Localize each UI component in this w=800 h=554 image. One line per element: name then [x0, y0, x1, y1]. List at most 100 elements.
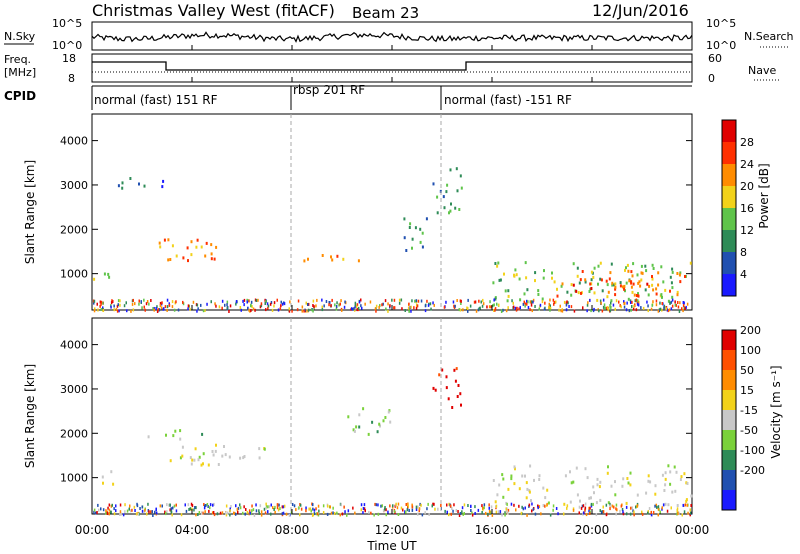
freq-label: Freq.: [4, 53, 31, 66]
heatmap-cell: [456, 299, 458, 302]
heatmap-cell: [415, 505, 418, 509]
heatmap-cell: [400, 298, 403, 302]
heatmap-cell: [93, 510, 95, 514]
heatmap-cell: [235, 300, 238, 303]
heatmap-cell: [138, 512, 140, 516]
heatmap-cell: [582, 306, 584, 310]
heatmap-cell: [206, 302, 208, 306]
heatmap-cell: [662, 503, 665, 507]
heatmap-cell: [385, 513, 387, 517]
heatmap-cell: [408, 226, 411, 229]
heatmap-cell: [276, 503, 279, 507]
heatmap-cell: [189, 307, 191, 311]
power-colorbar-frame: [721, 119, 737, 297]
heatmap-cell: [685, 305, 687, 309]
heatmap-cell: [627, 481, 630, 485]
velocity-colorbar-swatch: [722, 390, 736, 410]
heatmap-cell: [246, 298, 248, 302]
heatmap-cell: [147, 502, 149, 506]
heatmap-cell: [570, 481, 573, 485]
heatmap-cell: [354, 303, 357, 307]
heatmap-cell: [342, 257, 345, 261]
heatmap-cell: [466, 306, 468, 310]
heatmap-cell: [622, 510, 624, 514]
power-colorbar-swatch: [722, 252, 736, 274]
heatmap-cell: [419, 240, 422, 244]
heatmap-cell: [129, 177, 132, 180]
heatmap-cell: [521, 505, 523, 509]
heatmap-cell: [519, 306, 521, 310]
heatmap-cell: [428, 513, 430, 516]
heatmap-cell: [171, 305, 174, 309]
heatmap-cell: [173, 308, 176, 312]
power-colorbar-tick: 20: [740, 180, 754, 193]
heatmap-cell: [681, 513, 683, 517]
heatmap-cell: [376, 430, 379, 434]
heatmap-cell: [364, 509, 366, 513]
heatmap-cell: [403, 217, 406, 221]
heatmap-cell: [633, 293, 636, 297]
heatmap-cell: [357, 259, 360, 263]
heatmap-cell: [353, 429, 356, 433]
heatmap-cell: [518, 504, 520, 508]
noise-tick-high-left: 10^5: [52, 17, 82, 30]
heatmap-cell: [108, 508, 111, 512]
heatmap-cell: [374, 307, 377, 311]
heatmap-cell: [354, 511, 356, 515]
heatmap-cell: [592, 275, 595, 279]
heatmap-cell: [226, 511, 229, 515]
heatmap-cell: [105, 509, 107, 513]
heatmap-cell: [443, 305, 446, 309]
heatmap-cell: [92, 299, 95, 303]
heatmap-cell: [166, 510, 168, 514]
heatmap-cell: [340, 299, 342, 303]
heatmap-cell: [108, 512, 110, 516]
heatmap-cell: [659, 301, 661, 305]
heatmap-cell: [675, 470, 678, 474]
heatmap-cell: [624, 268, 626, 272]
heatmap-cell: [210, 300, 212, 304]
heatmap-cell: [604, 306, 606, 310]
heatmap-cell: [689, 508, 691, 512]
heatmap-cell: [666, 308, 668, 312]
velocity-colorbar-label: Velocity [m s⁻¹]: [769, 365, 783, 458]
heatmap-cell: [367, 432, 370, 436]
heatmap-cell: [667, 299, 670, 303]
heatmap-cell: [289, 300, 291, 304]
heatmap-cell: [299, 503, 302, 507]
heatmap-cell: [389, 420, 392, 424]
heatmap-cell: [635, 308, 638, 312]
heatmap-cell: [607, 501, 610, 505]
velocity-colorbar-swatch: [722, 350, 736, 370]
heatmap-cell: [103, 272, 106, 276]
heatmap-cell: [492, 281, 495, 285]
heatmap-cell: [474, 300, 477, 304]
heatmap-cell: [310, 509, 312, 513]
heatmap-cell: [138, 302, 140, 306]
heatmap-cell: [420, 299, 423, 303]
heatmap-cell: [299, 513, 301, 517]
heatmap-cell: [93, 508, 96, 512]
heatmap-cell: [512, 305, 515, 309]
heatmap-cell: [566, 290, 569, 294]
heatmap-cell: [632, 509, 634, 513]
heatmap-cell: [446, 510, 448, 514]
heatmap-cell: [236, 507, 239, 511]
heatmap-cell: [259, 305, 262, 309]
heatmap-cell: [551, 276, 553, 280]
heatmap-cell: [141, 505, 143, 509]
heatmap-cell: [344, 510, 346, 514]
heatmap-cell: [210, 243, 213, 247]
heatmap-cell: [212, 511, 215, 514]
heatmap-cell: [610, 305, 612, 309]
heatmap-cell: [168, 302, 170, 306]
heatmap-cell: [110, 510, 112, 514]
heatmap-cell: [143, 305, 145, 309]
heatmap-cell: [516, 306, 518, 310]
heatmap-cell: [124, 510, 126, 514]
heatmap-cell: [543, 307, 546, 311]
heatmap-cell: [637, 281, 640, 285]
heatmap-cell: [321, 254, 324, 257]
heatmap-cell: [684, 275, 686, 278]
heatmap-cell: [606, 295, 609, 299]
